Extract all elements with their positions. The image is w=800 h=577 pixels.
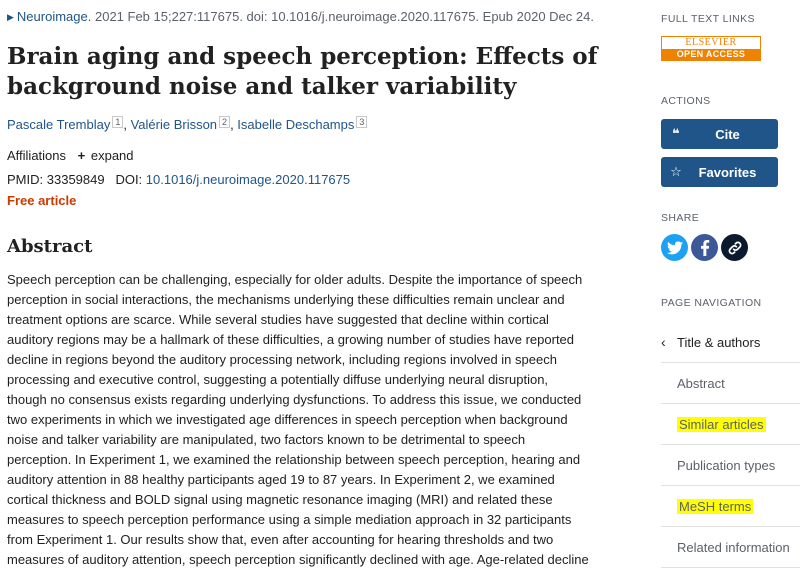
abstract-line: though no consensus exists regarding und… (7, 392, 582, 407)
chevron-left-icon: ‹ (661, 334, 666, 350)
actions-label: ACTIONS (661, 95, 711, 107)
expand-button[interactable]: + expand (78, 148, 134, 163)
quote-icon: ❝ (672, 126, 680, 141)
nav-mesh-terms[interactable]: MeSH terms (661, 486, 800, 527)
citation-line: ▶ Neuroimage. 2021 Feb 15;227:117675. doi… (7, 9, 594, 24)
sidebar: FULL TEXT LINKS ELSEVIER OPEN ACCESS ACT… (661, 0, 800, 577)
share-label: SHARE (661, 212, 700, 224)
page-navigation: ‹ Title & authors Abstract Similar artic… (661, 322, 800, 568)
plus-icon: + (77, 148, 86, 163)
abstract-line: two experiments in which we investigated… (7, 412, 568, 427)
star-icon: ☆ (670, 164, 682, 179)
pin-icon: ▶ (7, 12, 14, 22)
nav-abstract[interactable]: Abstract (661, 363, 800, 404)
affiliation-ref[interactable]: 1 (112, 116, 124, 128)
elsevier-open-access-link[interactable]: ELSEVIER OPEN ACCESS (661, 36, 761, 61)
link-icon[interactable] (721, 234, 748, 261)
separator: , (230, 117, 238, 132)
abstract-line: perception in social interactions, the m… (7, 292, 565, 307)
cite-button[interactable]: ❝ Cite (661, 119, 778, 149)
pmid-label: PMID: (7, 172, 44, 187)
abstract-line: treatment options are scarce. While seve… (7, 312, 549, 327)
title-line-1: Brain aging and speech perception: Effec… (7, 43, 598, 70)
abstract-line: cortical thickness and BOLD signal using… (7, 492, 553, 507)
twitter-icon[interactable] (661, 234, 688, 261)
nav-similar-articles[interactable]: Similar articles (661, 404, 800, 445)
nav-related-information[interactable]: Related information (661, 527, 800, 568)
journal-link[interactable]: Neuroimage. (16, 9, 92, 24)
nav-publication-types[interactable]: Publication types (661, 445, 800, 486)
abstract-line: measures to speech perception performanc… (7, 512, 572, 527)
separator: , (123, 117, 131, 132)
full-text-links-label: FULL TEXT LINKS (661, 13, 755, 25)
share-buttons (661, 234, 748, 261)
nav-title-authors[interactable]: ‹ Title & authors (661, 322, 800, 363)
abstract-line: from Experiment 1. Our results show that… (7, 532, 554, 547)
expand-label: expand (90, 148, 134, 163)
page-title: Brain aging and speech perception: Effec… (7, 42, 607, 102)
title-line-2: background noise and talker variability (7, 73, 517, 100)
author-link[interactable]: Pascale Tremblay (7, 117, 111, 132)
nav-label: Title & authors (677, 334, 761, 350)
affiliations-label: Affiliations (7, 148, 67, 163)
free-article-badge: Free article (7, 193, 77, 208)
abstract-body: Speech perception can be challenging, es… (7, 270, 607, 570)
favorites-label: Favorites (698, 164, 757, 180)
affiliation-ref[interactable]: 2 (219, 116, 231, 128)
nav-label: Similar articles (677, 416, 766, 432)
doi-label: DOI: (115, 172, 143, 187)
affiliation-ref[interactable]: 3 (356, 116, 368, 128)
cite-label: Cite (715, 126, 740, 142)
nav-label: Related information (677, 539, 790, 555)
page-navigation-label: PAGE NAVIGATION (661, 297, 762, 309)
abstract-heading: Abstract (7, 236, 93, 257)
abstract-line: measures of auditory attention, speech p… (7, 552, 589, 567)
elsevier-logo-text: ELSEVIER (685, 37, 737, 48)
nav-label: Abstract (677, 375, 725, 391)
abstract-line: noise and talker variability are manipul… (7, 432, 526, 447)
abstract-line: auditory attention in 88 healthy partici… (7, 472, 555, 487)
abstract-line: perception. In Experiment 1, we examined… (7, 452, 581, 467)
pmid-value: 33359849 (46, 172, 105, 187)
identifiers-row: PMID: 33359849 DOI: 10.1016/j.neuroimage… (7, 172, 350, 187)
open-access-text: OPEN ACCESS (662, 49, 760, 60)
doi-link[interactable]: 10.1016/j.neuroimage.2020.117675 (145, 172, 351, 187)
nav-label: Publication types (677, 457, 776, 473)
affiliations-row: Affiliations + expand (7, 148, 134, 163)
abstract-line: auditory regions may be a hallmark of th… (7, 332, 575, 347)
favorites-button[interactable]: ☆ Favorites (661, 157, 778, 187)
author-link[interactable]: Valérie Brisson (130, 117, 218, 132)
nav-label: MeSH terms (677, 498, 754, 514)
abstract-line: Speech perception can be challenging, es… (7, 272, 583, 287)
facebook-icon[interactable] (691, 234, 718, 261)
author-list: Pascale Tremblay 1, Valérie Brisson 2, Isa… (7, 116, 368, 132)
citation-details: 2021 Feb 15;227:117675. doi: 10.1016/j.n… (94, 9, 594, 24)
abstract-line: processing and executive control, sugges… (7, 372, 549, 387)
article-main: ▶ Neuroimage. 2021 Feb 15;227:117675. doi… (7, 9, 607, 570)
author-link[interactable]: Isabelle Deschamps (237, 117, 355, 132)
abstract-line: decline in regions beyond the auditory p… (7, 352, 557, 367)
